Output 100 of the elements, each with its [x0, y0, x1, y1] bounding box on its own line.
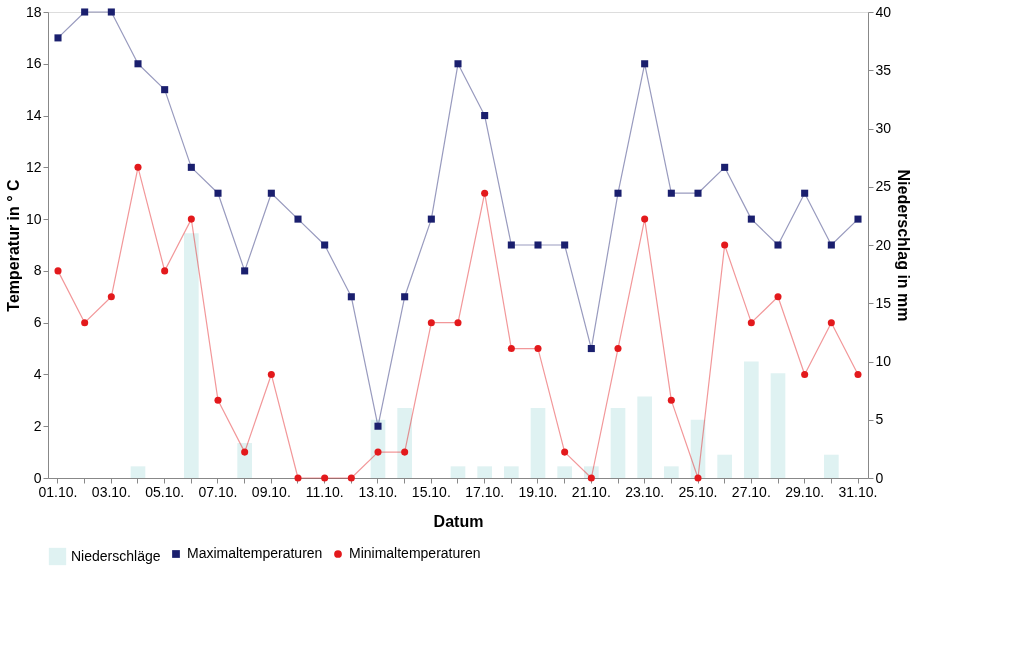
point — [214, 189, 222, 197]
point — [347, 474, 355, 482]
x-axis-title: Datum — [433, 512, 484, 530]
bar — [744, 361, 759, 478]
point — [801, 189, 809, 197]
x-tick-label: 13.10. — [358, 483, 398, 500]
bar — [690, 419, 706, 478]
y2-tick-label: 10 — [875, 353, 892, 369]
y-tick-label: 8 — [33, 262, 42, 279]
point — [694, 474, 702, 482]
x-tick-label: 27.10. — [731, 483, 771, 500]
y-tick-label: 2 — [33, 417, 42, 434]
x-tick-label: 07.10. — [198, 483, 238, 500]
point — [401, 448, 409, 456]
point — [827, 319, 835, 327]
x-tick-label: 21.10. — [571, 483, 611, 500]
point — [81, 319, 89, 327]
point — [454, 60, 462, 68]
point — [54, 34, 62, 42]
point — [267, 370, 275, 378]
bar — [610, 408, 626, 478]
point — [134, 163, 142, 171]
y2-tick-label: 5 — [875, 411, 884, 428]
point — [321, 241, 329, 249]
point — [374, 422, 382, 430]
point — [107, 293, 115, 301]
y2-tick-label: 0 — [875, 469, 884, 486]
legend-label: Maximaltemperaturen — [187, 545, 323, 561]
point — [427, 215, 435, 223]
y-tick-label: 10 — [25, 210, 42, 227]
y2-tick-label: 35 — [875, 61, 892, 78]
point — [161, 86, 169, 94]
x-tick-label: 31.10. — [838, 483, 878, 500]
point — [667, 396, 675, 404]
legend-label: Minimaltemperaturen — [349, 545, 481, 561]
legend-label: Niederschläge — [71, 547, 161, 564]
point — [241, 448, 249, 456]
point — [481, 189, 489, 197]
x-tick-label: 19.10. — [518, 483, 558, 500]
bar — [397, 408, 412, 478]
point — [401, 293, 409, 301]
point — [747, 319, 755, 327]
point — [81, 8, 89, 16]
bar — [637, 396, 652, 478]
x-tick-label: 23.10. — [625, 483, 665, 500]
bar — [557, 466, 572, 478]
point — [374, 448, 382, 456]
point — [267, 189, 275, 197]
point — [721, 241, 729, 249]
bar — [184, 233, 199, 478]
point — [347, 293, 355, 301]
point — [507, 241, 515, 249]
x-tick-label: 11.10. — [305, 483, 344, 500]
x-tick-label: 29.10. — [785, 483, 825, 500]
point — [801, 370, 809, 378]
point — [614, 345, 622, 353]
point — [294, 215, 302, 223]
x-tick-label: 03.10. — [91, 483, 131, 500]
point — [187, 215, 195, 223]
bar — [477, 466, 492, 478]
bar — [664, 466, 679, 478]
point — [321, 474, 329, 482]
point — [481, 112, 489, 120]
point — [534, 241, 542, 249]
point — [507, 345, 515, 353]
point — [641, 215, 649, 223]
point — [641, 60, 649, 68]
point — [774, 293, 782, 301]
x-tick-label: 01.10. — [38, 483, 78, 500]
point — [294, 474, 302, 482]
point — [854, 370, 862, 378]
point — [454, 319, 462, 327]
point — [827, 241, 835, 249]
bar — [770, 373, 786, 478]
x-tick-label: 09.10. — [251, 483, 291, 500]
y2-tick-label: 25 — [875, 178, 892, 195]
y-tick-label: 14 — [25, 107, 42, 124]
bar — [450, 466, 466, 478]
x-tick-label: 17.10. — [465, 483, 505, 500]
bar — [717, 454, 732, 478]
point — [694, 189, 702, 197]
y2-tick-label: 40 — [875, 3, 892, 20]
point — [747, 215, 755, 223]
y2-tick-label: 15 — [875, 294, 892, 311]
point — [54, 267, 62, 275]
y-tick-label: 18 — [25, 3, 42, 20]
y2-tick-label: 30 — [875, 120, 892, 136]
point — [614, 189, 622, 197]
point — [561, 241, 569, 249]
x-tick-label: 15.10. — [411, 483, 451, 500]
bar — [237, 443, 252, 478]
point — [241, 267, 249, 275]
y2-axis-title: Niederschlag in mm — [895, 169, 913, 322]
y-tick-label: 0 — [33, 469, 42, 486]
point — [187, 163, 195, 171]
point — [134, 60, 142, 68]
x-tick-label: 05.10. — [145, 483, 185, 500]
point — [667, 189, 675, 197]
point — [161, 267, 169, 275]
bar — [824, 454, 839, 478]
